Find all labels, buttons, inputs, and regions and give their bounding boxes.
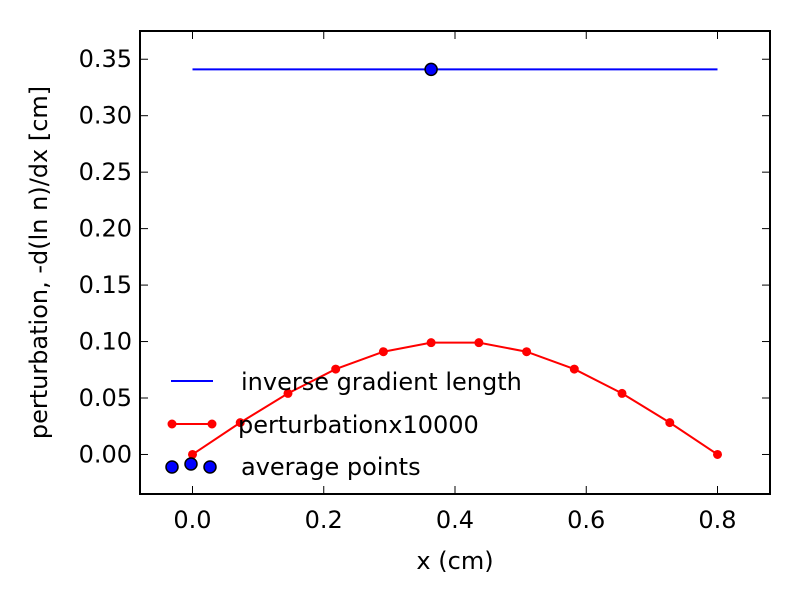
y-tick-label: 0.10 xyxy=(79,328,132,356)
series-1-point xyxy=(188,449,197,459)
legend-marker-swatch xyxy=(184,457,198,471)
series-1-line xyxy=(191,341,719,456)
y-tick-label: 0.25 xyxy=(79,158,132,186)
legend-label: average points xyxy=(241,453,421,481)
series-1-point xyxy=(569,364,579,374)
series-1-point xyxy=(378,347,388,357)
axis-ticks: 0.0 0.2 0.4 0.6 0.8 0.00 0.05 0.10 0.15 0.20 0.25 0… xyxy=(79,31,770,534)
plot-marks xyxy=(188,62,722,459)
series-1-point xyxy=(283,388,293,398)
x-tick-label: 0.6 xyxy=(567,506,605,534)
y-tick-label: 0.20 xyxy=(79,215,132,243)
series-1-point xyxy=(522,347,532,357)
series-1-point xyxy=(331,364,341,374)
legend-label: perturbationx10000 xyxy=(238,411,479,439)
legend-marker-swatch xyxy=(165,460,179,474)
legend-label: inverse gradient length xyxy=(241,368,522,396)
series-1-point xyxy=(426,338,436,348)
series-1-point xyxy=(713,449,722,459)
series-1-point xyxy=(617,388,627,398)
series-1-point xyxy=(235,418,245,428)
y-axis-label: perturbation, -d(ln n)/dx [cm] xyxy=(25,86,53,439)
legend-marker-swatch xyxy=(203,460,217,474)
legend-marker-swatch xyxy=(207,419,217,429)
y-tick-label: 0.00 xyxy=(79,440,132,468)
y-tick-label: 0.30 xyxy=(79,102,132,130)
legend-marker-swatch xyxy=(167,419,177,429)
y-tick-label: 0.15 xyxy=(79,271,132,299)
y-tick-label: 0.05 xyxy=(79,384,132,412)
x-tick-label: 0.4 xyxy=(436,506,474,534)
legend: inverse gradient length perturbationx1000… xyxy=(165,368,522,481)
series-2-point xyxy=(424,62,438,77)
series-1-point xyxy=(665,418,675,428)
x-axis-label: x (cm) xyxy=(416,547,493,575)
x-tick-label: 0.2 xyxy=(305,506,343,534)
y-tick-label: 0.35 xyxy=(79,45,132,73)
x-tick-label: 0.0 xyxy=(173,506,211,534)
x-tick-label: 0.8 xyxy=(698,506,736,534)
series-1-point xyxy=(474,338,484,348)
